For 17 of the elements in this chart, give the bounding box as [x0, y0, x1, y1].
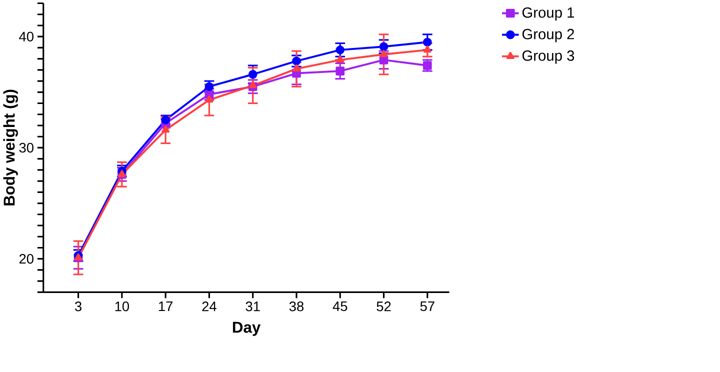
x-tick-label: 10: [115, 302, 130, 312]
y-tick-label: 30: [19, 142, 34, 153]
legend-label: Group 2: [522, 29, 574, 42]
y-tick-label: 20: [19, 254, 34, 264]
x-tick-label: 3: [74, 302, 82, 312]
x-tick-label: 31: [246, 302, 260, 312]
x-tick-label: 38: [289, 302, 304, 312]
legend-label: Group 1: [522, 7, 574, 21]
x-tick-label: 52: [376, 302, 391, 312]
y-axis-title: Body weight (g): [3, 90, 18, 206]
x-axis-title: Day: [232, 322, 261, 336]
legend-label: Group 3: [522, 50, 574, 64]
x-tick-label: 45: [332, 302, 348, 312]
x-tick-label: 17: [158, 302, 172, 312]
x-tick-label: 57: [420, 302, 434, 312]
y-tick-label: 40: [19, 32, 34, 42]
x-tick-label: 24: [202, 302, 216, 312]
